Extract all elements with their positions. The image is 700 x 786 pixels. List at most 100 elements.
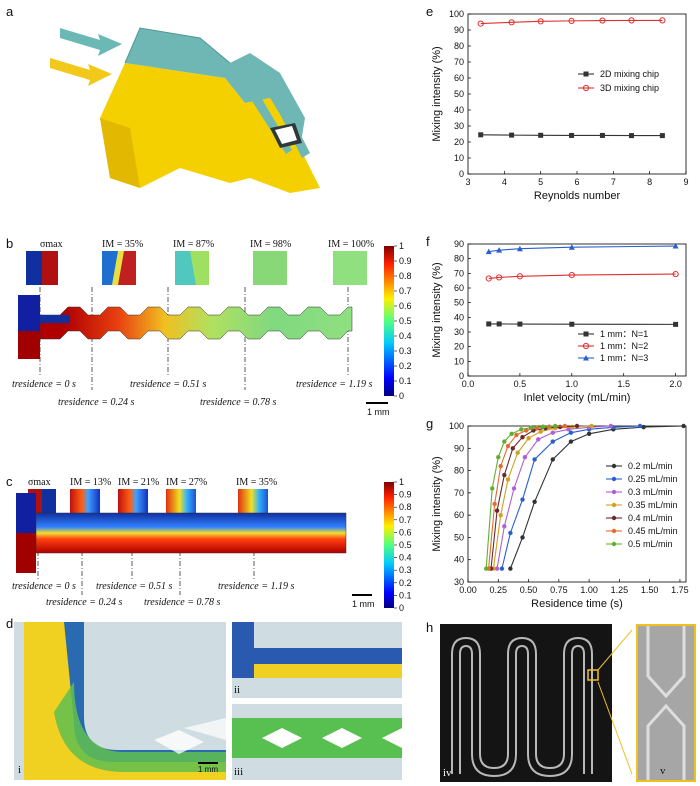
data-point (496, 455, 501, 460)
data-point (538, 429, 543, 434)
data-point (514, 432, 519, 438)
legend-label: 0.3 mL/min (628, 487, 673, 497)
x-tick-label: 0.00 (459, 585, 477, 595)
data-point (659, 17, 666, 24)
data-point (485, 248, 492, 255)
legend-label: 1 mm：N=3 (600, 353, 648, 363)
x-tick-label: 1.5 (617, 379, 630, 389)
b-time-2: tresidence = 0.51 s (130, 379, 206, 390)
data-point (568, 430, 574, 435)
data-point (538, 132, 544, 138)
legend-label: 0.4 mL/min (628, 513, 673, 523)
x-tick-label: 1.50 (641, 585, 659, 595)
data-point (672, 270, 679, 278)
d-sub-ii: ii (234, 684, 241, 696)
data-point (557, 424, 563, 430)
legend-label: 0.35 mL/min (628, 500, 678, 510)
x-axis-label: Inlet velocity (mL/min) (524, 392, 631, 404)
b-thumb-98 (253, 251, 287, 285)
c-time-0: tresidence = 0 s (12, 581, 76, 592)
plot-frame (467, 13, 687, 175)
legend-marker (611, 476, 617, 482)
data-point (494, 566, 500, 571)
d-photo-ii: ii (232, 622, 402, 698)
data-point (508, 530, 513, 536)
data-point (494, 508, 500, 513)
b-channel (39, 306, 353, 340)
legend-label: 0.2 mL/min (628, 461, 673, 471)
x-axis-label: Residence time (s) (531, 598, 623, 610)
data-point (637, 423, 643, 429)
data-point (608, 423, 614, 429)
series-line (488, 273, 676, 280)
d-photo-i: i 1 mm (14, 622, 226, 780)
plot-frame (467, 243, 687, 377)
b-scale-label: 1 mm (367, 407, 390, 417)
b-label-4: IM = 100% (328, 239, 374, 250)
y-tick-label: 50 (454, 89, 464, 99)
data-point (599, 17, 606, 24)
legend-label: 3D mixing chip (600, 83, 659, 93)
chart-f: 0.0 0.5 1.0 1.5 2.0 0 10 20 30 40 50 60 70 80 90 Inlet … (431, 239, 687, 404)
series-line (501, 425, 641, 569)
colorbar-tick-label: 0 (399, 391, 404, 401)
data-point (502, 439, 507, 444)
d-photo-iii: iii (232, 704, 402, 780)
panel-c-simulation: σmax IM = 13% IM = 21% IM = 27% IM = 35%… (12, 477, 375, 609)
panel-a-3d-chip-illustration (50, 27, 320, 193)
data-point (516, 273, 524, 280)
y-tick-label: 70 (454, 488, 464, 498)
b-time-0: tresidence = 0 s (12, 379, 76, 390)
inlet-arrow-top (60, 28, 122, 56)
b-colorbar: 1 0.9 0.8 0.7 0.6 0.5 0.4 0.3 0.2 0.1 0 (384, 242, 412, 401)
colorbar-tick-label: 0.3 (399, 346, 412, 356)
y-tick-label: 70 (454, 268, 464, 278)
data-point (568, 17, 575, 24)
b-thumb-100 (333, 251, 367, 285)
y-tick-label: 0 (459, 371, 464, 381)
b-inlet-blue (18, 295, 40, 331)
y-tick-label: 100 (449, 9, 464, 19)
colorbar-tick-label: 0.2 (399, 578, 412, 588)
y-tick-label: 70 (454, 57, 464, 67)
colorbar-tick-label: 0.9 (399, 256, 412, 266)
legend-marker (611, 528, 617, 534)
c-time-3: tresidence = 0.78 s (144, 597, 220, 608)
legend-marker (583, 355, 589, 361)
legend-label: 0.45 mL/min (628, 526, 678, 536)
y-tick-label: 80 (454, 41, 464, 51)
y-axis-label: Mixing intensity (%) (431, 262, 443, 357)
data-point (486, 321, 492, 327)
legend-label: 0.25 mL/min (628, 474, 678, 484)
data-point (629, 133, 634, 139)
legend-marker (582, 84, 590, 92)
panel-label-a: a (6, 4, 14, 19)
data-point (520, 434, 525, 440)
data-point (502, 472, 507, 478)
data-point (519, 427, 524, 432)
y-tick-label: 80 (454, 254, 464, 264)
data-point (526, 436, 531, 441)
legend-marker (583, 331, 589, 337)
c-channel (35, 512, 347, 554)
legend-label: 1 mm：N=2 (600, 341, 648, 351)
y-tick-label: 30 (454, 577, 464, 587)
data-point (532, 457, 537, 462)
y-tick-label: 80 (454, 466, 464, 476)
colorbar-tick-label: 0.5 (399, 316, 412, 326)
colorbar-tick-label: 0.6 (399, 301, 412, 311)
data-point (569, 132, 575, 138)
data-point (569, 424, 575, 430)
b-label-0: σmax (40, 239, 63, 250)
legend-marker (582, 342, 590, 350)
c-label-0: σmax (28, 477, 51, 488)
x-tick-label: 0.50 (520, 585, 538, 595)
chart-g: 0.00 0.25 0.50 0.75 1.00 1.25 1.50 1.75 30 40 50 60… (431, 421, 689, 610)
x-tick-label: 1.0 (566, 379, 579, 389)
x-tick-label: 0.25 (490, 585, 508, 595)
data-point (490, 486, 495, 491)
data-point (568, 439, 574, 444)
colorbar-tick-label: 0.1 (399, 590, 412, 600)
y-tick-label: 10 (454, 356, 464, 366)
panel-label-f: f (426, 234, 430, 249)
